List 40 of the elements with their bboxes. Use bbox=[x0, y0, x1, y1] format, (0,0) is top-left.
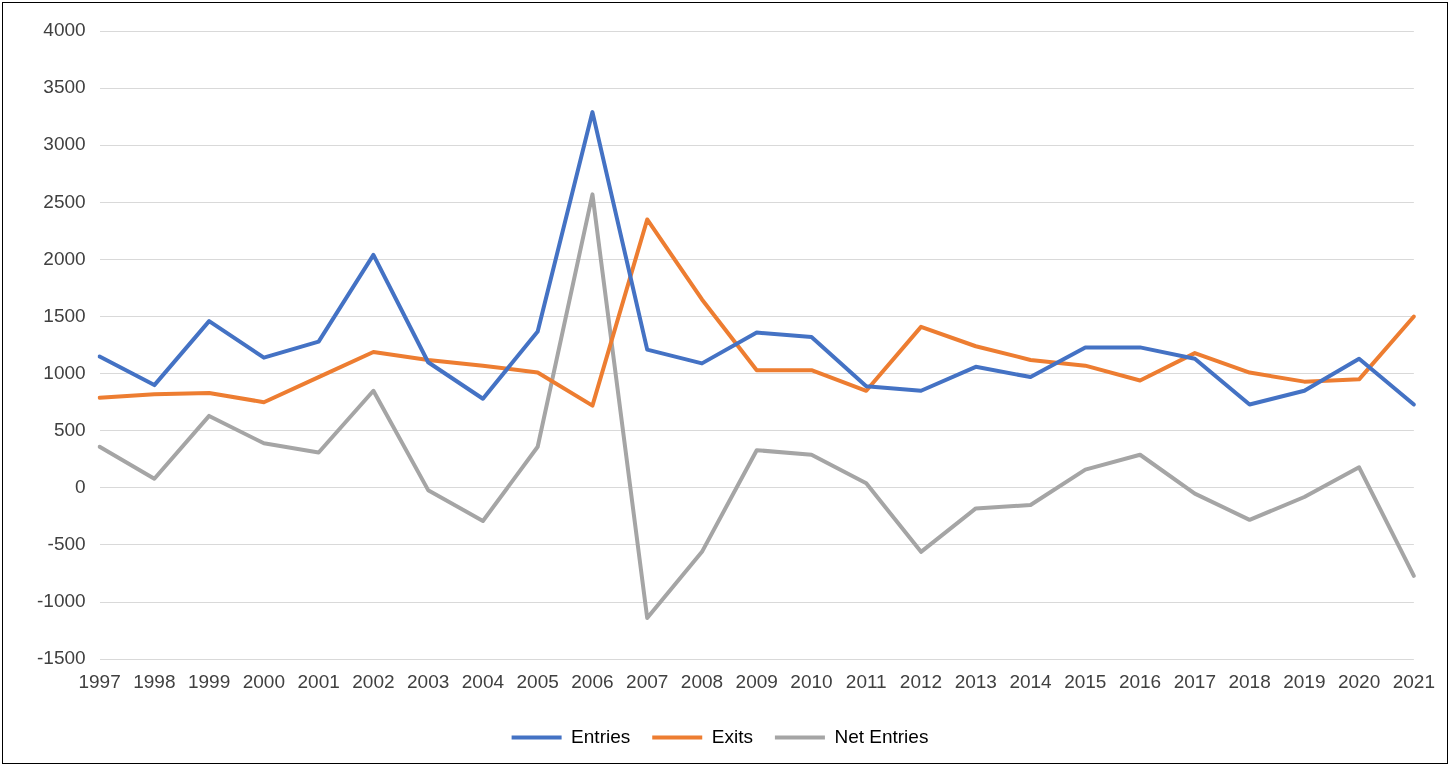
x-tick-label: 2005 bbox=[516, 670, 559, 692]
y-tick-label: 1000 bbox=[43, 361, 86, 383]
x-tick-label: 2019 bbox=[1283, 670, 1326, 692]
y-tick-label: 0 bbox=[75, 476, 86, 498]
x-tick-label: 2000 bbox=[242, 670, 286, 692]
x-tick-label: 2007 bbox=[626, 670, 669, 692]
x-tick-label: 2021 bbox=[1392, 670, 1436, 692]
x-tick-label: 2013 bbox=[954, 670, 997, 692]
x-tick-label: 2002 bbox=[352, 670, 395, 692]
x-tick-label: 1998 bbox=[133, 670, 176, 692]
y-tick-label: 3000 bbox=[43, 133, 86, 155]
legend-label: Entries bbox=[571, 725, 631, 747]
x-tick-label: 2017 bbox=[1173, 670, 1216, 692]
y-tick-label: 4000 bbox=[43, 19, 86, 41]
x-tick-label: 2006 bbox=[571, 670, 614, 692]
x-tick-label: 2001 bbox=[297, 670, 340, 692]
x-tick-label: 1999 bbox=[187, 670, 231, 692]
y-tick-label: -1500 bbox=[36, 647, 86, 669]
y-tick-label: 1500 bbox=[43, 304, 86, 326]
y-tick-label: -500 bbox=[47, 533, 86, 555]
legend-label: Exits bbox=[711, 725, 753, 747]
y-tick-label: 500 bbox=[53, 419, 86, 440]
x-tick-label: 1997 bbox=[78, 670, 121, 692]
x-tick-label: 2012 bbox=[899, 670, 943, 692]
x-tick-label: 2003 bbox=[407, 670, 450, 692]
x-tick-label: 2011 bbox=[845, 670, 887, 692]
x-tick-label: 2004 bbox=[461, 670, 505, 692]
legend-label: Net Entries bbox=[834, 725, 929, 747]
x-tick-label: 2015 bbox=[1064, 670, 1107, 692]
x-tick-label: 2010 bbox=[790, 670, 833, 692]
x-tick-label: 2016 bbox=[1118, 670, 1162, 692]
y-tick-label: 3500 bbox=[43, 76, 86, 98]
y-tick-label: -1000 bbox=[36, 590, 86, 612]
y-tick-label: 2500 bbox=[43, 190, 86, 212]
x-tick-label: 2008 bbox=[680, 670, 724, 692]
y-tick-label: 2000 bbox=[43, 247, 86, 269]
x-tick-label: 2018 bbox=[1228, 670, 1271, 692]
x-tick-label: 2009 bbox=[735, 670, 778, 692]
x-tick-label: 2014 bbox=[1009, 670, 1053, 692]
x-tick-label: 2020 bbox=[1337, 670, 1381, 692]
